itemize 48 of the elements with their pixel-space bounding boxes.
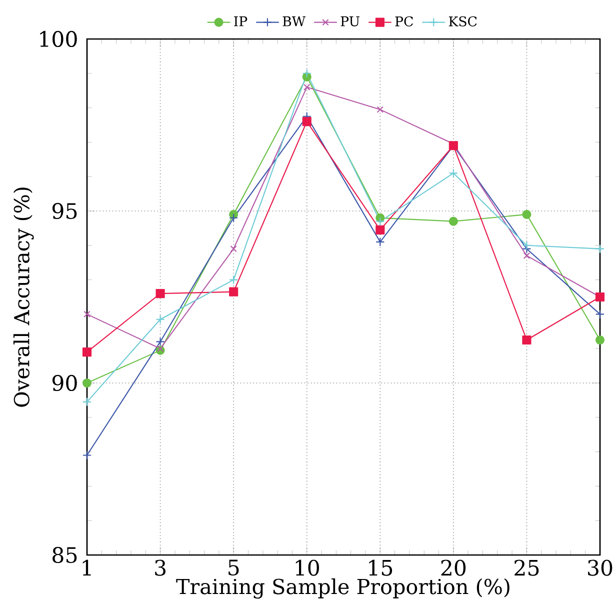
x-tick-label: 5 — [228, 560, 239, 576]
point — [230, 245, 237, 252]
y-tick-label: 85 — [52, 546, 77, 564]
x-tick-label: 1 — [82, 560, 91, 576]
point — [595, 335, 605, 345]
point — [522, 210, 532, 219]
point — [156, 289, 165, 298]
x-tick-label: 10 — [296, 560, 320, 576]
legend-label: PU — [340, 16, 360, 26]
point — [156, 337, 165, 346]
point — [82, 348, 92, 357]
y-tick-label: 95 — [52, 202, 77, 220]
point — [156, 314, 165, 324]
point — [376, 237, 385, 246]
legend-label: KSC — [448, 16, 477, 26]
point — [156, 345, 164, 352]
point — [522, 335, 532, 345]
x-tick-label: 15 — [369, 560, 392, 576]
legend-label: PC — [395, 16, 413, 26]
legend-label: IP — [234, 16, 248, 26]
point — [448, 216, 458, 226]
point — [376, 106, 384, 113]
point — [302, 68, 312, 78]
y-tick-label: 90 — [52, 374, 77, 392]
point — [303, 84, 310, 91]
point — [82, 378, 92, 388]
point — [229, 287, 238, 296]
y-axis-title: Overall Accuracy (%) — [13, 188, 34, 407]
point — [595, 244, 605, 254]
point — [84, 310, 90, 318]
point — [376, 216, 385, 226]
x-tick-label: 20 — [441, 560, 466, 576]
point — [595, 310, 605, 319]
point — [229, 275, 238, 284]
point — [82, 397, 92, 406]
x-axis-title: Training Sample Proportion (%) — [176, 578, 510, 599]
x-tick-label: 30 — [588, 560, 612, 576]
legend-label: BW — [282, 16, 306, 26]
y-tick-label: 100 — [40, 30, 77, 48]
point — [229, 213, 238, 222]
point — [448, 168, 458, 178]
x-tick-label: 25 — [514, 560, 539, 576]
point — [523, 252, 530, 260]
point — [376, 225, 385, 234]
point — [522, 240, 532, 250]
point — [302, 117, 312, 126]
x-tick-label: 3 — [155, 560, 166, 576]
point — [82, 450, 92, 460]
